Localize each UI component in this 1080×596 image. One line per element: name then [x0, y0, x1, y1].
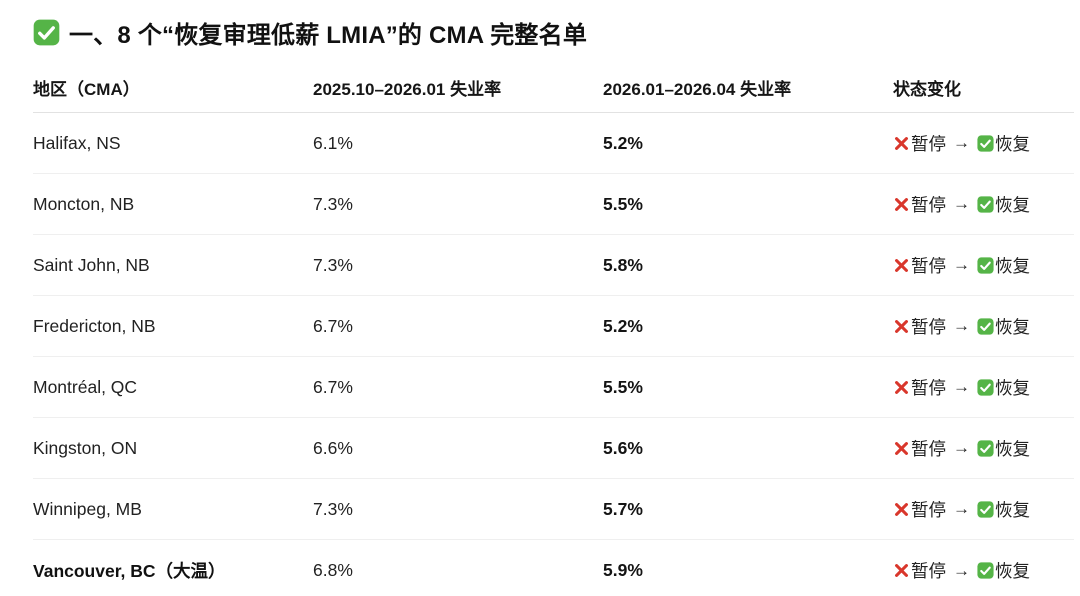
status-to-label: 恢复 — [995, 438, 1030, 459]
rate-period2-cell: 5.2% — [603, 132, 643, 153]
table-header-row: 地区（CMA） 2025.10–2026.01 失业率 2026.01–2026… — [33, 71, 1074, 113]
column-header-rate-period1: 2025.10–2026.01 失业率 — [313, 80, 502, 99]
table-row: Saint John, NB 7.3% 5.8% 暂停 → 恢复 — [33, 235, 1074, 296]
status-to-label: 恢复 — [995, 377, 1030, 398]
cma-table: 地区（CMA） 2025.10–2026.01 失业率 2026.01–2026… — [33, 71, 1074, 596]
arrow-glyph: → — [953, 133, 970, 152]
arrow-glyph: → — [953, 255, 970, 274]
arrow-glyph: → — [953, 316, 970, 335]
status-to-label: 恢复 — [995, 255, 1030, 276]
status-from-label: 暂停 — [911, 438, 946, 459]
status-from-label: 暂停 — [911, 194, 946, 215]
status-cell: 暂停 → 恢复 — [893, 131, 1074, 156]
table-row: Winnipeg, MB 7.3% 5.7% 暂停 → 恢复 — [33, 479, 1074, 540]
table-body: Halifax, NS 6.1% 5.2% 暂停 → 恢复 Moncton, N… — [33, 113, 1074, 596]
status-to-label: 恢复 — [995, 499, 1030, 520]
arrow-glyph: → — [953, 438, 970, 457]
cross-mark-icon — [893, 196, 910, 213]
region-cell: Moncton, NB — [33, 193, 135, 214]
status-to-label: 恢复 — [995, 316, 1030, 337]
check-mark-icon — [977, 500, 994, 518]
rate-period1-cell: 6.1% — [313, 132, 353, 153]
cross-mark-icon — [893, 135, 910, 152]
status-from-label: 暂停 — [911, 561, 946, 581]
arrow-glyph: → — [953, 194, 970, 213]
status-to-label: 恢复 — [995, 561, 1030, 581]
status-to-label: 恢复 — [995, 133, 1030, 154]
page-title-text: 一、8 个“恢复审理低薪 LMIA”的 CMA 完整名单 — [69, 22, 588, 49]
status-from-label: 暂停 — [911, 316, 946, 337]
rate-period2-cell: 5.2% — [603, 315, 643, 336]
column-header-region: 地区（CMA） — [33, 80, 140, 99]
region-cell: Kingston, ON — [33, 437, 138, 458]
cross-mark-icon — [893, 379, 910, 396]
rate-period1-cell: 7.3% — [313, 254, 353, 275]
check-mark-icon — [977, 439, 994, 457]
table-row: Kingston, ON 6.6% 5.6% 暂停 → 恢复 — [33, 418, 1074, 479]
status-cell: 暂停 → 恢复 — [893, 192, 1074, 217]
table-row: Moncton, NB 7.3% 5.5% 暂停 → 恢复 — [33, 174, 1074, 235]
region-cell: Vancouver, BC（大温） — [33, 561, 226, 581]
status-cell: 暂停 → 恢复 — [893, 497, 1074, 522]
check-mark-icon — [977, 134, 994, 152]
status-cell: 暂停 → 恢复 — [893, 436, 1074, 461]
cross-mark-icon — [893, 257, 910, 274]
check-mark-icon — [977, 256, 994, 274]
cross-mark-icon — [893, 318, 910, 335]
rate-period1-cell: 6.7% — [313, 315, 353, 336]
cross-mark-icon — [893, 501, 910, 518]
rate-period1-cell: 6.6% — [313, 437, 353, 458]
check-mark-icon — [977, 317, 994, 335]
region-cell: Fredericton, NB — [33, 315, 156, 336]
rate-period2-cell: 5.9% — [603, 560, 643, 580]
cross-mark-icon — [893, 562, 910, 579]
check-mark-icon — [977, 562, 994, 579]
column-header-rate-period2: 2026.01–2026.04 失业率 — [603, 80, 792, 99]
region-cell: Saint John, NB — [33, 254, 150, 275]
table-row: Fredericton, NB 6.7% 5.2% 暂停 → 恢复 — [33, 296, 1074, 357]
rate-period1-cell: 7.3% — [313, 193, 353, 214]
status-from-label: 暂停 — [911, 133, 946, 154]
status-cell: 暂停 → 恢复 — [893, 253, 1074, 278]
arrow-glyph: → — [953, 377, 970, 396]
rate-period2-cell: 5.6% — [603, 437, 643, 458]
check-mark-icon — [977, 378, 994, 396]
cross-mark-icon — [893, 440, 910, 457]
status-from-label: 暂停 — [911, 499, 946, 520]
arrow-glyph: → — [953, 560, 970, 580]
rate-period2-cell: 5.8% — [603, 254, 643, 275]
status-cell: 暂停 → 恢复 — [893, 314, 1074, 339]
rate-period2-cell: 5.5% — [603, 193, 643, 214]
rate-period2-cell: 5.7% — [603, 498, 643, 519]
table-row: Vancouver, BC（大温） 6.8% 5.9% 暂停 → 恢复 — [33, 540, 1074, 596]
arrow-glyph: → — [953, 499, 970, 518]
status-from-label: 暂停 — [911, 377, 946, 398]
page-title: 一、8 个“恢复审理低薪 LMIA”的 CMA 完整名单 — [33, 15, 1074, 50]
check-mark-badge-icon — [33, 19, 60, 46]
rate-period1-cell: 7.3% — [313, 498, 353, 519]
status-from-label: 暂停 — [911, 255, 946, 276]
table-row: Halifax, NS 6.1% 5.2% 暂停 → 恢复 — [33, 113, 1074, 174]
status-cell: 暂停 → 恢复 — [893, 558, 1074, 583]
status-to-label: 恢复 — [995, 194, 1030, 215]
rate-period2-cell: 5.5% — [603, 376, 643, 397]
region-cell: Halifax, NS — [33, 132, 121, 153]
status-cell: 暂停 → 恢复 — [893, 375, 1074, 400]
table-row: Montréal, QC 6.7% 5.5% 暂停 → 恢复 — [33, 357, 1074, 418]
check-mark-icon — [977, 195, 994, 213]
region-cell: Montréal, QC — [33, 376, 138, 397]
column-header-status: 状态变化 — [893, 80, 961, 99]
rate-period1-cell: 6.7% — [313, 376, 353, 397]
region-cell: Winnipeg, MB — [33, 498, 142, 519]
rate-period1-cell: 6.8% — [313, 560, 353, 580]
